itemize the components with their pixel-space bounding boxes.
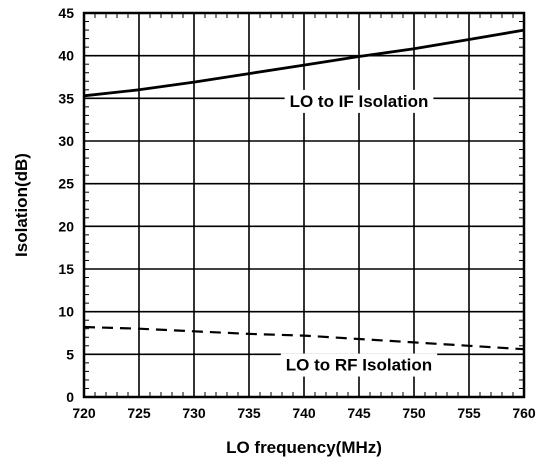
y-tick-label: 40 — [58, 48, 74, 64]
y-tick-label: 25 — [58, 176, 74, 192]
annotation-background — [280, 353, 438, 377]
grid-lines — [84, 13, 524, 397]
x-tick-label: 760 — [512, 405, 536, 421]
y-axis-title: Isolation(dB) — [12, 153, 31, 257]
annotations: LO to IF Isolation LO to RF Isolation — [280, 89, 438, 377]
y-tick-label: 0 — [66, 389, 74, 405]
tick-labels: 720 725 730 735 740 745 750 755 760 0 5 10 15 20 25 30 3… — [58, 5, 535, 421]
x-tick-label: 740 — [292, 405, 316, 421]
x-tick-label: 720 — [72, 405, 96, 421]
lo-to-if-isolation-line — [83, 28, 525, 98]
y-tick-label: 35 — [58, 90, 74, 106]
lo-to-rf-isolation-line — [83, 325, 525, 351]
x-axis-title: LO frequency(MHz) — [226, 438, 382, 457]
annotation-background — [284, 89, 434, 113]
y-tick-label: 10 — [58, 304, 74, 320]
annotation-label: LO to RF Isolation — [286, 356, 432, 375]
x-tick-label: 735 — [237, 405, 261, 421]
y-tick-label: 5 — [66, 346, 74, 362]
series-lines — [83, 28, 525, 351]
plot-frame — [82, 11, 526, 399]
annotation-label: LO to IF Isolation — [290, 92, 429, 111]
x-tick-label: 725 — [127, 405, 151, 421]
y-tick-label: 20 — [58, 218, 74, 234]
y-tick-label: 45 — [58, 5, 74, 21]
x-tick-label: 730 — [182, 405, 206, 421]
y-tick-label: 15 — [58, 261, 74, 277]
x-tick-label: 745 — [347, 405, 371, 421]
x-tick-label: 755 — [457, 405, 481, 421]
y-tick-label: 30 — [58, 133, 74, 149]
x-tick-label: 750 — [402, 405, 426, 421]
